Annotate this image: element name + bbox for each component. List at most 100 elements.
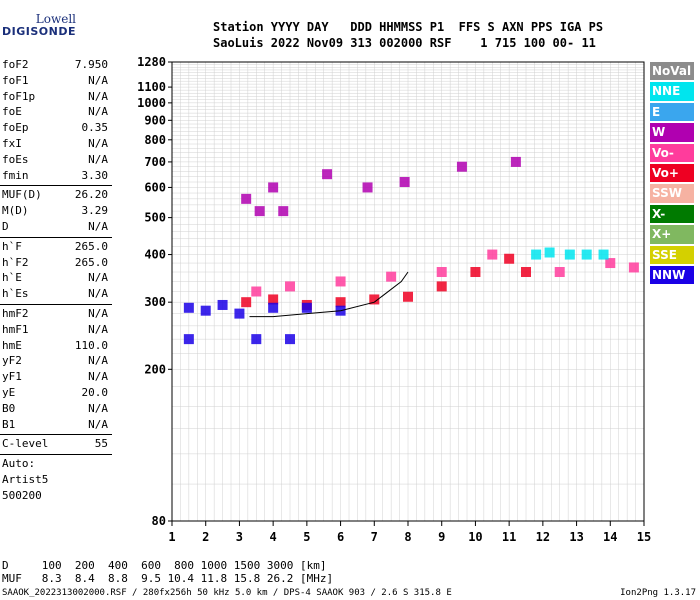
echo-point: [335, 276, 346, 287]
legend-item: E: [650, 102, 694, 122]
param-row: yE 20.0: [0, 386, 112, 402]
param-value: 7.950: [74, 58, 108, 71]
param-name: h`F: [2, 239, 22, 253]
param-name: yF1: [2, 370, 22, 384]
echo-point: [554, 267, 565, 278]
param-value: 3.29: [81, 204, 109, 218]
echo-point: [436, 267, 447, 278]
echo-point: [322, 169, 333, 180]
param-row: foF1 N/A: [0, 74, 112, 90]
echo-point: [581, 249, 592, 260]
y-tick-label: 1100: [137, 80, 166, 94]
y-tick-label: 700: [144, 155, 166, 169]
param-name: B1: [2, 417, 16, 431]
param-name: foF1: [2, 73, 29, 87]
echo-point: [251, 286, 262, 297]
param-row: B0 N/A: [0, 402, 112, 418]
param-value: N/A: [88, 105, 108, 119]
params-group-muf: MUF(D) 26.20 M(D) 3.29 D N/A: [0, 188, 112, 235]
legend-item: SSE: [650, 245, 694, 264]
echo-point: [278, 206, 289, 217]
auto-label: Auto:: [2, 457, 36, 471]
auto-artist: Artist5: [2, 472, 49, 486]
param-row: h`Es N/A: [0, 287, 112, 303]
param-value: N/A: [88, 219, 108, 233]
legend-item: NNW: [650, 265, 694, 285]
echo-point: [564, 249, 575, 260]
echo-point: [369, 294, 380, 305]
y-tick-label: 400: [144, 248, 166, 262]
x-axis-ticks: 1 2 3 4 5 6 7 8 9 10 11 12 13 14 15: [168, 521, 651, 544]
params-group-true-heights: hmF2 N/A hmF1 N/A hmE 110.0 yF2 N/A yF1 N/A yE 20.0…: [0, 307, 112, 433]
echo-point: [399, 177, 410, 188]
param-name: yE: [2, 385, 16, 399]
param-row: foEp 0.35: [0, 121, 112, 137]
x-tick-label: 9: [438, 530, 445, 544]
echo-point: [598, 249, 609, 260]
param-value: 3.30: [81, 168, 109, 182]
echo-point: [183, 302, 194, 313]
footer-muf-row: MUF 8.3 8.4 8.8 9.5 10.4 11.8 15.8 26.2 …: [2, 572, 334, 585]
param-value: N/A: [88, 271, 108, 285]
x-tick-label: 8: [404, 530, 411, 544]
echo-points: [183, 156, 639, 345]
header-line1: Station YYYY DAY DDD HHMMSS P1 FFS S AXN…: [213, 20, 604, 34]
x-tick-label: 7: [371, 530, 378, 544]
echo-point: [285, 281, 295, 292]
footer-distance-row: D 100 200 400 600 800 1000 1500 3000 [km…: [2, 559, 327, 572]
param-value: N/A: [88, 401, 108, 415]
echo-point: [200, 305, 211, 316]
param-row: foE N/A: [0, 105, 112, 121]
ionogram-chart: 1 2 3 4 5 6 7 8 9 10 11 12 13 14 15 802003004005006007…: [137, 55, 651, 544]
param-name: foF2: [2, 58, 29, 71]
file-info: SAAOK_2022313002000.RSF / 280fx256h 50 k…: [2, 588, 452, 598]
y-tick-label: 300: [144, 295, 166, 309]
legend-item: W: [650, 123, 694, 142]
param-row: hmE 110.0: [0, 339, 112, 355]
auto-code: 500200: [2, 488, 42, 502]
param-row: foF1p N/A: [0, 90, 112, 106]
param-name: B0: [2, 401, 16, 415]
param-row: h`F2 265.0: [0, 256, 112, 272]
param-value: 265.0: [74, 255, 108, 269]
echo-point: [487, 249, 498, 260]
separator: [0, 454, 112, 456]
param-row: foEs N/A: [0, 153, 112, 169]
param-name: fxI: [2, 136, 22, 150]
param-value: 110.0: [74, 338, 108, 352]
x-tick-label: 5: [303, 530, 310, 544]
echo-point: [335, 297, 346, 308]
param-row: h`F 265.0: [0, 240, 112, 256]
echo-point: [234, 308, 245, 319]
echo-point: [268, 294, 279, 305]
echo-point: [251, 334, 262, 345]
param-name: h`F2: [2, 255, 29, 269]
param-value: N/A: [88, 287, 108, 301]
param-row: foF2 7.950: [0, 58, 112, 74]
param-name: fmin: [2, 168, 29, 182]
x-tick-label: 13: [569, 530, 583, 544]
param-name: foEp: [2, 121, 29, 135]
param-row: yF1 N/A: [0, 370, 112, 386]
echo-point: [241, 193, 252, 204]
x-tick-label: 15: [637, 530, 651, 544]
scaled-parameters-panel: foF2 7.950 foF1 N/A foF1p N/A foE N/A foEp 0.35 fx…: [0, 58, 112, 505]
y-tick-label: 1280: [137, 55, 166, 69]
echo-point: [456, 161, 467, 172]
x-tick-label: 12: [536, 530, 550, 544]
x-tick-label: 10: [468, 530, 482, 544]
logo-line2: DIGISONDE: [2, 25, 76, 38]
separator: [0, 236, 112, 238]
legend-item: Vo+: [650, 163, 694, 183]
digisonde-logo: Lowell DIGISONDE: [2, 12, 76, 44]
echo-point: [628, 262, 639, 273]
y-tick-label: 800: [144, 133, 166, 147]
clevel-row: C-level 55: [0, 437, 112, 453]
param-name: foF1p: [2, 89, 36, 103]
y-tick-label: 80: [152, 514, 166, 528]
param-value: N/A: [88, 322, 108, 336]
param-name: yF2: [2, 354, 22, 368]
x-tick-label: 14: [603, 530, 617, 544]
param-row: yF2 N/A: [0, 354, 112, 370]
fit-curve: [249, 271, 409, 318]
